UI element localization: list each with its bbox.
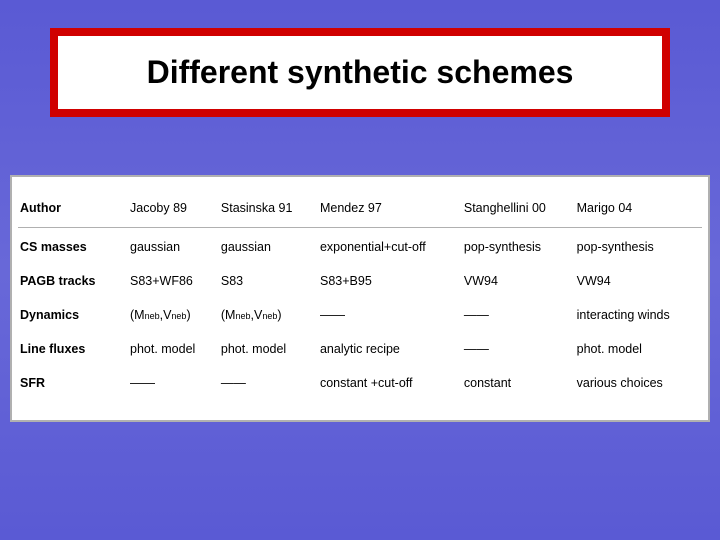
row-pagb-tracks: PAGB tracks S83+WF86 S83 S83+B95 VW94 VW…	[18, 264, 702, 298]
line-fluxes-c5: phot. model	[575, 332, 702, 366]
title-box: Different synthetic schemes	[50, 28, 670, 117]
dynamics-c5: interacting winds	[575, 298, 702, 332]
col-mendez: Mendez 97	[318, 191, 462, 225]
dynamics-label: Dynamics	[18, 298, 128, 332]
cs-masses-c3: exponential+cut-off	[318, 230, 462, 264]
cs-masses-c1: gaussian	[128, 230, 219, 264]
header-row: Author Jacoby 89 Stasinska 91 Mendez 97 …	[18, 191, 702, 225]
divider-line	[18, 227, 702, 228]
comparison-table: Author Jacoby 89 Stasinska 91 Mendez 97 …	[18, 191, 702, 400]
row-dynamics: Dynamics (Mneb,Vneb) (Mneb,Vneb) —— —— i…	[18, 298, 702, 332]
sfr-c3: constant +cut-off	[318, 366, 462, 400]
line-fluxes-c4: ——	[462, 332, 575, 366]
line-fluxes-c1: phot. model	[128, 332, 219, 366]
cs-masses-c5: pop-synthesis	[575, 230, 702, 264]
pagb-c1: S83+WF86	[128, 264, 219, 298]
pagb-label: PAGB tracks	[18, 264, 128, 298]
col-marigo: Marigo 04	[575, 191, 702, 225]
comparison-table-box: Author Jacoby 89 Stasinska 91 Mendez 97 …	[10, 175, 710, 422]
author-label: Author	[18, 191, 128, 225]
pagb-c5: VW94	[575, 264, 702, 298]
pagb-c3: S83+B95	[318, 264, 462, 298]
line-fluxes-label: Line fluxes	[18, 332, 128, 366]
dynamics-c4: ——	[462, 298, 575, 332]
line-fluxes-c3: analytic recipe	[318, 332, 462, 366]
sfr-c4: constant	[462, 366, 575, 400]
line-fluxes-c2: phot. model	[219, 332, 318, 366]
sfr-c5: various choices	[575, 366, 702, 400]
cs-masses-c4: pop-synthesis	[462, 230, 575, 264]
pagb-c2: S83	[219, 264, 318, 298]
row-cs-masses: CS masses gaussian gaussian exponential+…	[18, 230, 702, 264]
col-stanghellini: Stanghellini 00	[462, 191, 575, 225]
col-stasinska: Stasinska 91	[219, 191, 318, 225]
title-text: Different synthetic schemes	[98, 54, 622, 91]
dynamics-c1: (Mneb,Vneb)	[128, 298, 219, 332]
dynamics-c2: (Mneb,Vneb)	[219, 298, 318, 332]
sfr-c1: ——	[128, 366, 219, 400]
sfr-label: SFR	[18, 366, 128, 400]
col-jacoby: Jacoby 89	[128, 191, 219, 225]
cs-masses-label: CS masses	[18, 230, 128, 264]
row-line-fluxes: Line fluxes phot. model phot. model anal…	[18, 332, 702, 366]
cs-masses-c2: gaussian	[219, 230, 318, 264]
sfr-c2: ——	[219, 366, 318, 400]
row-sfr: SFR —— —— constant +cut-off constant var…	[18, 366, 702, 400]
pagb-c4: VW94	[462, 264, 575, 298]
dynamics-c3: ——	[318, 298, 462, 332]
